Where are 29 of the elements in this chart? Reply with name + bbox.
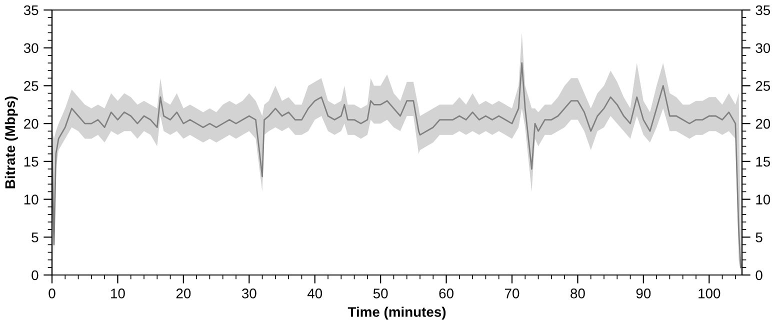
x-tick-label: 60 (439, 288, 454, 298)
y-tick-label: 30 (24, 43, 38, 54)
y-tick-label: 0 (32, 270, 38, 280)
y2-tick-label: 30 (756, 43, 770, 54)
y2-tick-label: 10 (756, 194, 770, 204)
y2-tick-label: 25 (756, 81, 770, 91)
x-tick-label: 10 (111, 288, 125, 298)
y-tick-label: 10 (24, 194, 38, 204)
x-tick-label: 90 (636, 288, 651, 298)
y-tick-label: 20 (24, 118, 38, 129)
x-tick-label: 70 (504, 288, 520, 298)
x-tick-label: 20 (176, 288, 191, 298)
x-tick-label: 100 (698, 288, 720, 298)
y-tick-label: 35 (24, 5, 38, 16)
y2-tick-label: 15 (756, 156, 770, 167)
y-tick-label: 25 (24, 81, 38, 91)
y2-tick-label: 20 (756, 118, 770, 129)
x-tick-label: 0 (48, 288, 56, 298)
y-tick-label: 5 (32, 232, 38, 242)
y2-tick-label: 5 (756, 232, 762, 242)
x-tick-label: 50 (373, 288, 388, 298)
x-tick-label: 80 (570, 288, 585, 298)
y2-tick-label: 0 (756, 270, 762, 280)
y-tick-label: 15 (24, 156, 38, 167)
x-tick-label: 40 (307, 288, 322, 298)
y-axis-title: Bitrate (Mbps) (4, 96, 18, 188)
x-tick-label: 30 (242, 288, 256, 298)
y2-tick-label: 35 (756, 5, 770, 16)
x-axis-title: Time (minutes) (348, 306, 446, 320)
